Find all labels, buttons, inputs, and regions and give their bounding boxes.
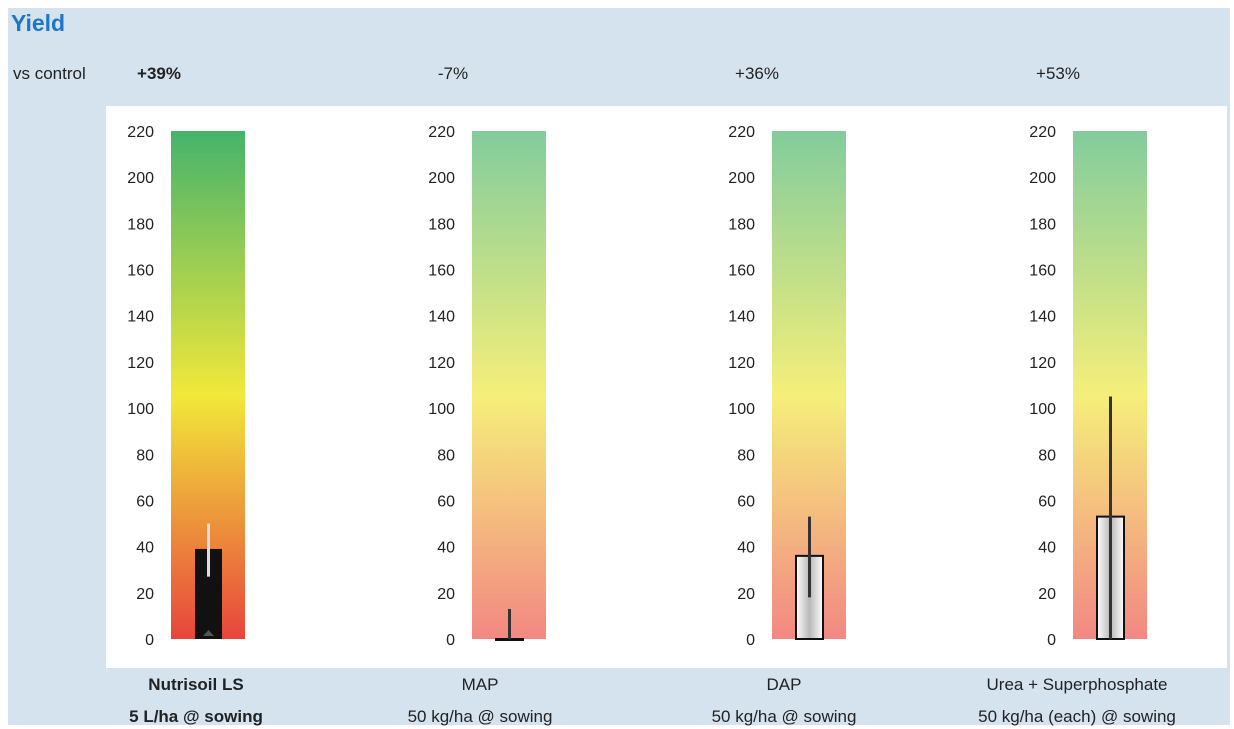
y-tick-label: 60 — [1038, 493, 1056, 510]
y-tick-label: 120 — [1029, 355, 1056, 372]
y-tick-label: 120 — [428, 355, 455, 372]
y-tick-label: 20 — [136, 586, 154, 603]
y-tick-label: 0 — [145, 632, 154, 649]
rate-label-1: 50 kg/ha @ sowing — [407, 707, 553, 726]
y-tick-label: 140 — [1029, 309, 1056, 326]
y-tick-label: 0 — [1047, 632, 1056, 649]
plot-area — [106, 106, 1227, 668]
y-tick-label: 100 — [127, 401, 154, 418]
y-tick-label: 60 — [737, 493, 755, 510]
rate-label-3: 50 kg/ha (each) @ sowing — [978, 707, 1176, 726]
y-tick-label: 220 — [728, 124, 755, 141]
y-tick-label: 80 — [437, 447, 455, 464]
category-label-3: Urea + Superphosphate — [986, 675, 1168, 694]
y-tick-label: 160 — [127, 263, 154, 280]
y-tick-label: 20 — [737, 586, 755, 603]
vs-control-value-1: -7% — [437, 64, 469, 83]
y-tick-label: 140 — [728, 309, 755, 326]
y-tick-label: 100 — [428, 401, 455, 418]
y-tick-label: 40 — [136, 540, 154, 557]
y-tick-label: 40 — [737, 540, 755, 557]
rate-label-2: 50 kg/ha @ sowing — [711, 707, 857, 726]
y-tick-label: 200 — [428, 170, 455, 187]
vs-control-value-3: +53% — [1036, 64, 1080, 83]
chart-title: Yield — [11, 10, 66, 36]
y-tick-label: 180 — [728, 216, 755, 233]
vs-control-label: vs control — [13, 64, 86, 83]
gauge-background-1 — [472, 131, 546, 639]
y-tick-label: 100 — [1029, 401, 1056, 418]
rate-label-0: 5 L/ha @ sowing — [129, 707, 263, 726]
y-tick-label: 0 — [446, 632, 455, 649]
category-label-0: Nutrisoil LS — [148, 675, 244, 694]
y-tick-label: 80 — [136, 447, 154, 464]
category-label-2: DAP — [766, 675, 802, 694]
y-tick-label: 60 — [437, 493, 455, 510]
y-tick-label: 100 — [728, 401, 755, 418]
y-tick-label: 220 — [1029, 124, 1056, 141]
y-tick-label: 140 — [428, 309, 455, 326]
y-tick-label: 120 — [728, 355, 755, 372]
y-tick-label: 180 — [428, 216, 455, 233]
vs-control-value-2: +36% — [735, 64, 779, 83]
y-tick-label: 0 — [746, 632, 755, 649]
y-tick-label: 220 — [127, 124, 154, 141]
y-tick-label: 180 — [1029, 216, 1056, 233]
y-tick-label: 200 — [728, 170, 755, 187]
y-tick-label: 20 — [437, 586, 455, 603]
bar-highlight-mark-0 — [203, 630, 214, 636]
y-tick-label: 40 — [1038, 540, 1056, 557]
y-tick-label: 140 — [127, 309, 154, 326]
y-tick-label: 20 — [1038, 586, 1056, 603]
y-tick-label: 80 — [1038, 447, 1056, 464]
y-tick-label: 200 — [1029, 170, 1056, 187]
y-tick-label: 120 — [127, 355, 154, 372]
category-label-1: MAP — [461, 675, 499, 694]
bar-1 — [495, 638, 524, 641]
y-tick-label: 80 — [737, 447, 755, 464]
y-tick-label: 160 — [428, 263, 455, 280]
y-tick-label: 60 — [136, 493, 154, 510]
y-tick-label: 220 — [428, 124, 455, 141]
y-tick-label: 180 — [127, 216, 154, 233]
y-tick-label: 40 — [437, 540, 455, 557]
y-tick-label: 200 — [127, 170, 154, 187]
y-tick-label: 160 — [728, 263, 755, 280]
y-tick-label: 160 — [1029, 263, 1056, 280]
vs-control-value-0: +39% — [137, 64, 181, 83]
